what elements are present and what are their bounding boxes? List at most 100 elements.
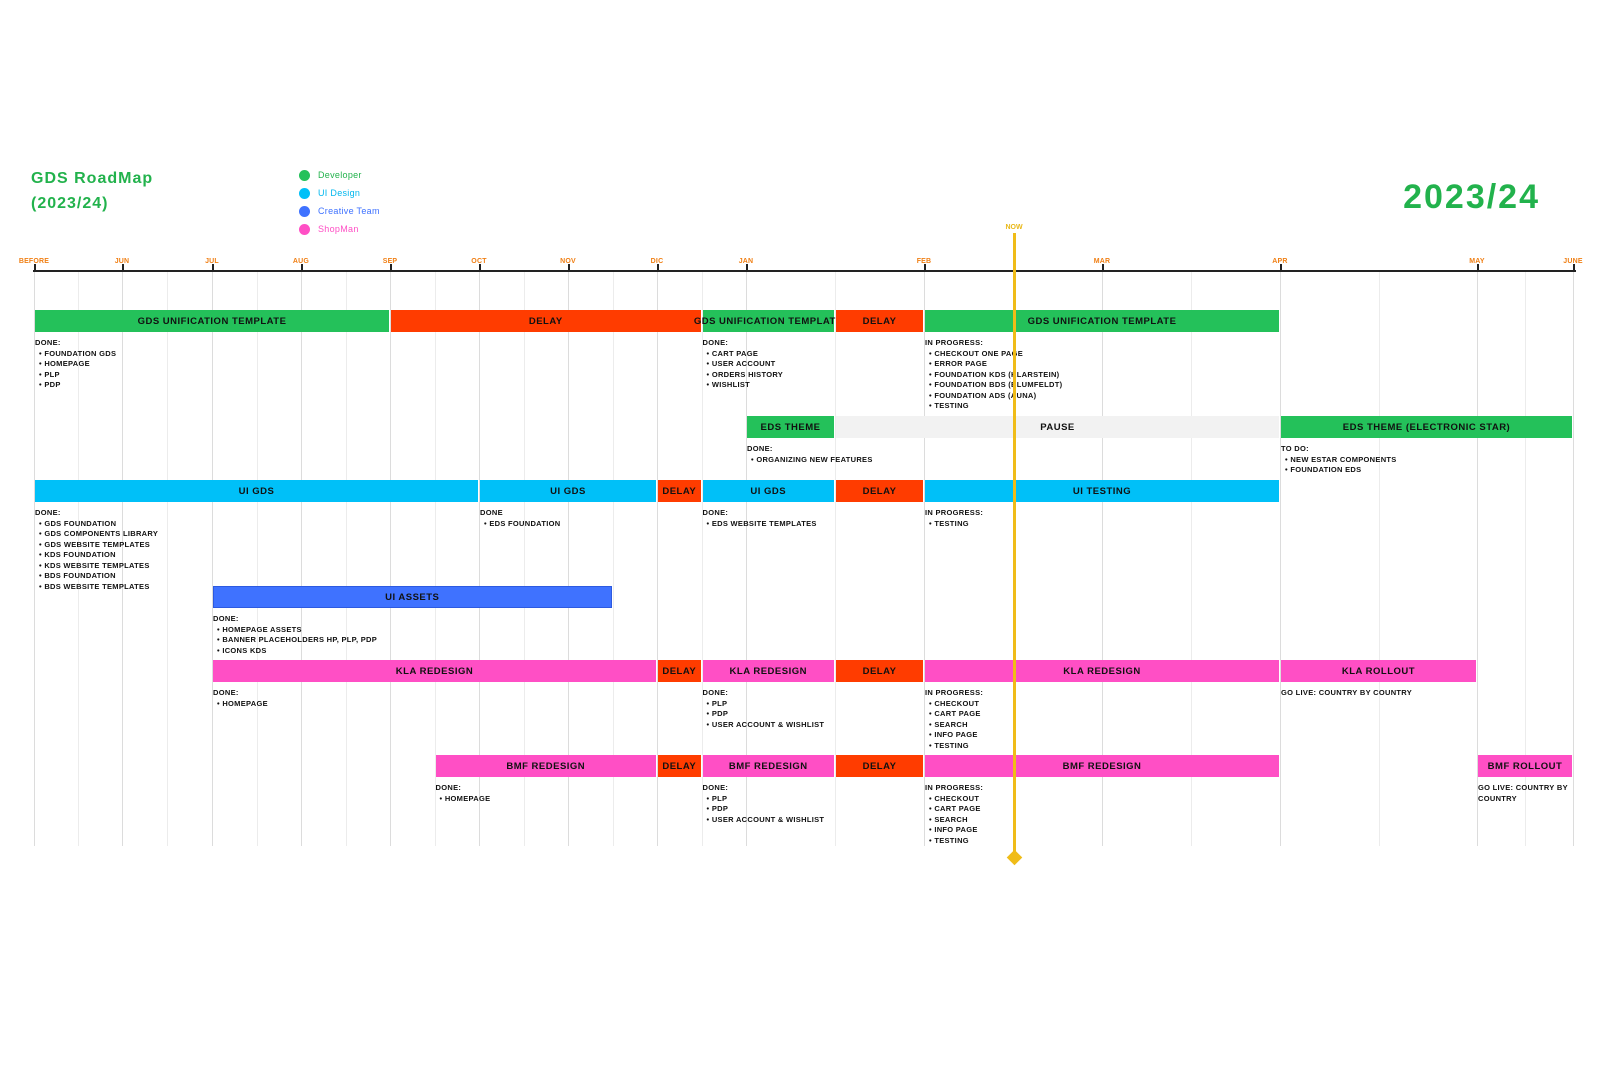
roadmap-bar-delay: DELAY bbox=[658, 480, 701, 502]
note-item: KDS WEBSITE TEMPLATES bbox=[35, 561, 158, 572]
note-item: PLP bbox=[35, 370, 116, 381]
gridline bbox=[746, 271, 747, 846]
status-note: IN PROGRESS: CHECKOUTCART PAGESEARCHINFO … bbox=[925, 783, 983, 846]
gridline-minor bbox=[1379, 271, 1380, 846]
note-heading: GO LIVE: COUNTRY BY COUNTRY bbox=[1281, 688, 1413, 697]
note-heading: DONE: bbox=[213, 688, 239, 697]
legend-dot-icon bbox=[299, 169, 310, 181]
gridline bbox=[1573, 271, 1574, 846]
note-heading: DONE: bbox=[435, 783, 462, 792]
gridline bbox=[657, 271, 658, 846]
roadmap-bar-bmf-redesign: BMF REDESIGN bbox=[702, 755, 834, 777]
roadmap-bar-pause: PAUSE bbox=[836, 416, 1279, 438]
roadmap-bar-delay: DELAY bbox=[836, 310, 923, 332]
note-item: PLP bbox=[703, 794, 825, 805]
gridline bbox=[212, 271, 213, 846]
note-item: FOUNDATION KDS (KLARSTEIN) bbox=[925, 370, 1062, 381]
status-note: IN PROGRESS: CHECKOUTCART PAGESEARCHINFO … bbox=[925, 688, 983, 751]
legend-label: Developer bbox=[318, 170, 362, 180]
roadmap-bar-gds-unification-template: GDS UNIFICATION TEMPLATE bbox=[35, 310, 389, 332]
note-item: ORGANIZING NEW FEATURES bbox=[747, 455, 873, 466]
axis-tick bbox=[390, 264, 392, 272]
note-item: CART PAGE bbox=[703, 349, 784, 360]
roadmap-bar-kla-rollout: KLA ROLLOUT bbox=[1281, 660, 1476, 682]
title-line-2: (2023/24) bbox=[31, 195, 109, 212]
note-item: USER ACCOUNT bbox=[703, 359, 784, 370]
gridline bbox=[924, 271, 925, 846]
note-item: FOUNDATION BDS (BLUMFELDT) bbox=[925, 380, 1062, 391]
gridline-minor bbox=[1191, 271, 1192, 846]
now-marker-line bbox=[1013, 233, 1016, 861]
roadmap-bar-bmf-redesign: BMF REDESIGN bbox=[435, 755, 656, 777]
gridline-minor bbox=[835, 271, 836, 846]
month-label-jul: JUL bbox=[205, 258, 219, 265]
month-label-jun: JUN bbox=[114, 258, 130, 265]
note-heading: DONE: bbox=[35, 508, 61, 517]
note-item: CHECKOUT bbox=[925, 699, 983, 710]
roadmap-bar-bmf-rollout: BMF ROLLOUT bbox=[1478, 755, 1572, 777]
gridline bbox=[301, 271, 302, 846]
axis-tick bbox=[479, 264, 481, 272]
timeline-axis bbox=[33, 270, 1576, 272]
axis-tick bbox=[212, 264, 214, 272]
note-heading: IN PROGRESS: bbox=[925, 338, 984, 347]
gridline-minor bbox=[167, 271, 168, 846]
note-heading: GO LIVE: COUNTRY BY bbox=[1478, 783, 1568, 792]
month-label-sep: SEP bbox=[382, 258, 398, 265]
month-label-nov: NOV bbox=[560, 258, 576, 265]
roadmap-bar-delay: DELAY bbox=[658, 755, 701, 777]
axis-tick bbox=[1102, 264, 1104, 272]
status-note: DONE: CART PAGEUSER ACCOUNTORDERS HISTORY… bbox=[703, 338, 784, 391]
axis-tick bbox=[1573, 264, 1575, 272]
month-label-dic: DIC bbox=[650, 258, 664, 265]
legend-item-shopman: ShopMan bbox=[299, 220, 380, 238]
month-label-jan: JAN bbox=[738, 258, 754, 265]
roadmap-bar-eds-theme: EDS THEME bbox=[747, 416, 834, 438]
note-item: TESTING bbox=[925, 519, 983, 530]
gridline bbox=[390, 271, 391, 846]
note-item: PDP bbox=[703, 709, 825, 720]
note-heading: IN PROGRESS: bbox=[925, 783, 984, 792]
roadmap-title: GDS RoadMap (2023/24) bbox=[31, 166, 153, 216]
roadmap-bar-ui-testing: UI TESTING bbox=[925, 480, 1279, 502]
axis-tick bbox=[657, 264, 659, 272]
status-note: DONE: ORGANIZING NEW FEATURES bbox=[747, 444, 873, 465]
month-label-oct: OCT bbox=[471, 258, 487, 265]
axis-tick bbox=[568, 264, 570, 272]
roadmap-bar-ui-gds: UI GDS bbox=[35, 480, 478, 502]
axis-tick bbox=[1477, 264, 1479, 272]
legend-item-ui-design: UI Design bbox=[299, 184, 380, 202]
note-item: EDS FOUNDATION bbox=[480, 519, 560, 530]
roadmap-bar-kla-redesign: KLA REDESIGN bbox=[925, 660, 1279, 682]
gridline bbox=[1280, 271, 1281, 846]
status-note: GO LIVE: COUNTRY BY COUNTRY bbox=[1478, 783, 1568, 804]
status-note: TO DO: NEW ESTAR COMPONENTSFOUNDATION EDS bbox=[1281, 444, 1397, 476]
status-note: DONE: HOMEPAGE bbox=[436, 783, 491, 804]
status-note: IN PROGRESS: TESTING bbox=[925, 508, 983, 529]
axis-tick bbox=[301, 264, 303, 272]
note-item: INFO PAGE bbox=[925, 730, 983, 741]
month-label-mar: MAR bbox=[1093, 258, 1111, 265]
now-diamond-icon bbox=[1006, 849, 1023, 866]
status-note: DONE: FOUNDATION GDSHOMEPAGEPLPPDP bbox=[35, 338, 116, 391]
legend-dot-icon bbox=[299, 187, 310, 199]
note-item: ICONS KDS bbox=[213, 646, 377, 657]
roadmap-bar-gds-unification-template: GDS UNIFICATION TEMPLATE bbox=[694, 310, 842, 332]
note-item: GDS FOUNDATION bbox=[35, 519, 158, 530]
legend-dot-icon bbox=[299, 205, 310, 217]
roadmap-bar-delay: DELAY bbox=[836, 480, 923, 502]
note-item: BANNER PLACEHOLDERS HP, PLP, PDP bbox=[213, 635, 377, 646]
status-note: DONE: EDS WEBSITE TEMPLATES bbox=[703, 508, 817, 529]
legend-dot-icon bbox=[299, 223, 310, 235]
roadmap-bar-delay: DELAY bbox=[391, 310, 701, 332]
legend-item-creative-team: Creative Team bbox=[299, 202, 380, 220]
gridline-minor bbox=[524, 271, 525, 846]
note-item: CHECKOUT ONE PAGE bbox=[925, 349, 1062, 360]
legend-label: ShopMan bbox=[318, 224, 359, 234]
note-item: BDS WEBSITE TEMPLATES bbox=[35, 582, 158, 593]
note-item: CHECKOUT bbox=[925, 794, 983, 805]
month-label-june: JUNE bbox=[1563, 258, 1583, 265]
title-line-1: GDS RoadMap bbox=[31, 170, 154, 187]
note-item: FOUNDATION GDS bbox=[35, 349, 116, 360]
